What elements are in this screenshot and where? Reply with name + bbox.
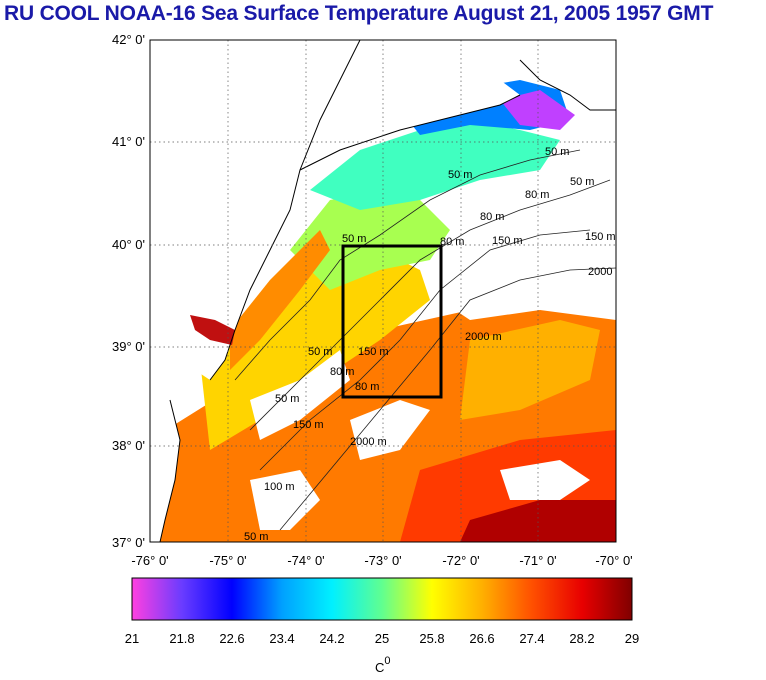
cloud-gap-5 <box>250 470 320 530</box>
sst-green-band <box>290 190 450 290</box>
sst-cyan-band <box>310 120 560 210</box>
contour-label: 2000 <box>588 266 612 278</box>
contour-label: 150 m <box>585 231 616 243</box>
sst-field: 50 m 50 m 50 m 50 m 50 m 50 m 50 m 80 m … <box>150 40 616 543</box>
land-new-england <box>520 40 616 110</box>
coastline-long-island <box>299 94 521 171</box>
lon-label: -72° 0' <box>442 553 479 568</box>
lat-label: 41° 0' <box>112 134 145 149</box>
colorbar-tick-label: 24.2 <box>319 631 344 646</box>
study-area-box <box>341 244 443 399</box>
lat-label: 39° 0' <box>112 339 145 354</box>
contour-label: 50 m <box>570 176 594 188</box>
contour-label: 80 m <box>355 381 379 393</box>
contour-label: 2000 m <box>465 331 502 343</box>
cloud-gap-2 <box>350 400 430 460</box>
contour-label: 50 m <box>275 393 299 405</box>
coastline-delmarva <box>159 399 181 542</box>
coastline-new-england <box>519 59 616 111</box>
contour-label: 100 m <box>264 481 295 493</box>
colorbar-tick-label: 26.6 <box>469 631 494 646</box>
map-frame <box>149 39 617 543</box>
map-title: RU COOL NOAA-16 Sea Surface Temperature … <box>4 2 714 25</box>
contour-label: 150 m <box>293 419 324 431</box>
lat-label: 37° 0' <box>112 535 145 550</box>
contour-label: 50 m <box>342 233 366 245</box>
contour-150m <box>259 229 591 471</box>
cloud-gap-1 <box>250 350 350 440</box>
colorbar-tick-label: 21.8 <box>169 631 194 646</box>
lon-label: -76° 0' <box>131 553 168 568</box>
lat-label: 40° 0' <box>112 237 145 252</box>
sst-orange-patch <box>460 320 600 420</box>
lon-label: -73° 0' <box>364 553 401 568</box>
land-mid-atlantic <box>150 40 360 380</box>
contour-2000m <box>279 267 616 531</box>
contour-label: 2000 m <box>350 436 387 448</box>
land-long-island <box>300 80 520 170</box>
sst-coastal-strip <box>230 230 330 370</box>
lat-label: 42° 0' <box>112 32 145 47</box>
lon-label: -71° 0' <box>519 553 556 568</box>
sst-delaware-bay <box>190 315 235 345</box>
contour-50m <box>234 149 581 381</box>
colorbar-tick-label: 22.6 <box>219 631 244 646</box>
colorbar <box>131 577 633 621</box>
coastline-nj <box>209 40 361 381</box>
cloud-gap-4 <box>500 460 590 500</box>
lon-label: -74° 0' <box>287 553 324 568</box>
colorbar-tick-label: 28.2 <box>569 631 594 646</box>
colorbar-tick-label: 23.4 <box>269 631 294 646</box>
graticule <box>150 40 616 542</box>
contour-label: 50 m <box>545 146 569 158</box>
sst-hottest-patch <box>460 500 616 542</box>
lon-label: -70° 0' <box>595 553 632 568</box>
contour-label: 150 m <box>492 235 523 247</box>
land-delmarva <box>150 380 180 542</box>
colorbar-ticks: 21 21.8 22.6 23.4 24.2 25 25.8 26.6 27.4 28.2 29 <box>125 631 639 646</box>
sst-purple-patch <box>500 90 575 130</box>
contour-label: 50 m <box>244 531 268 543</box>
colorbar-unit: C0 <box>375 655 391 675</box>
lat-label: 38° 0' <box>112 438 145 453</box>
lon-label: -75° 0' <box>209 553 246 568</box>
colorbar-tick-label: 29 <box>625 631 639 646</box>
contour-label: 80 m <box>525 189 549 201</box>
contour-label: 50 m <box>448 169 472 181</box>
colorbar-tick-label: 27.4 <box>519 631 544 646</box>
contour-label: 80 m <box>480 211 504 223</box>
colorbar-tick-label: 21 <box>125 631 139 646</box>
contour-80m <box>249 179 611 431</box>
contour-label: 80 m <box>440 236 464 248</box>
contour-label: 150 m <box>358 346 389 358</box>
colorbar-tick-label: 25.8 <box>419 631 444 646</box>
contour-label: 50 m <box>308 346 332 358</box>
colorbar-tick-label: 25 <box>375 631 389 646</box>
